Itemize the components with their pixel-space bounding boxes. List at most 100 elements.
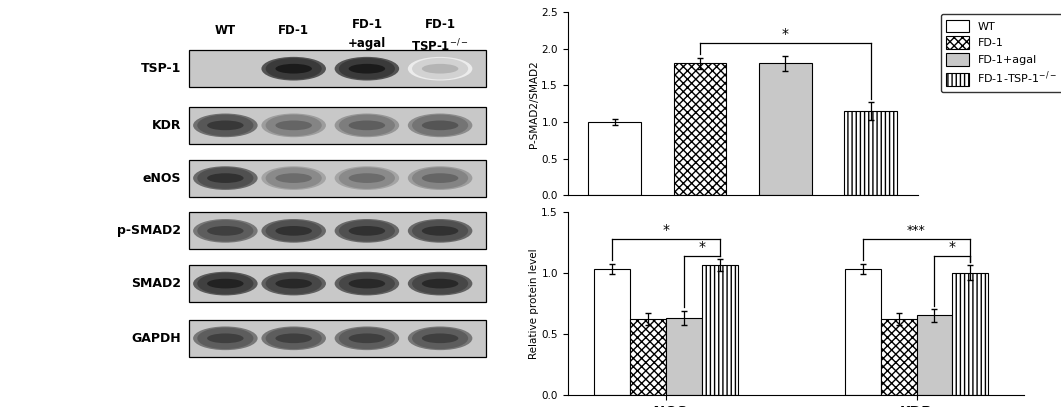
Ellipse shape [422,120,458,130]
Ellipse shape [422,279,458,289]
Ellipse shape [412,115,468,136]
Ellipse shape [276,120,312,130]
Bar [666,318,701,395]
Ellipse shape [349,120,385,130]
Bar [674,63,727,195]
Ellipse shape [207,279,244,289]
Ellipse shape [276,226,312,236]
Ellipse shape [193,326,258,350]
Ellipse shape [261,166,326,190]
Ellipse shape [197,273,254,294]
Y-axis label: P-SMAD2/SMAD2: P-SMAD2/SMAD2 [528,60,539,148]
Text: *: * [662,223,669,237]
Ellipse shape [334,326,399,350]
Bar [881,319,917,395]
Bar [953,273,988,395]
Text: FD-1: FD-1 [424,18,455,31]
Ellipse shape [407,114,472,137]
Ellipse shape [207,173,244,183]
Ellipse shape [407,57,472,81]
Ellipse shape [338,58,395,79]
FancyBboxPatch shape [189,265,486,302]
Legend: WT, FD-1, FD-1+agal, FD-1-TSP-1$^{-/-}$: WT, FD-1, FD-1+agal, FD-1-TSP-1$^{-/-}$ [941,14,1061,92]
Ellipse shape [412,220,468,242]
Text: GAPDH: GAPDH [132,332,181,345]
Ellipse shape [349,333,385,343]
Ellipse shape [193,166,258,190]
Text: p-SMAD2: p-SMAD2 [118,224,181,237]
Ellipse shape [276,64,312,74]
Bar [588,122,641,195]
Text: TSP-1$^{-/-}$: TSP-1$^{-/-}$ [412,37,469,54]
Ellipse shape [422,333,458,343]
Bar [845,111,898,195]
FancyBboxPatch shape [189,212,486,249]
Ellipse shape [338,115,395,136]
Ellipse shape [261,57,326,81]
Ellipse shape [261,326,326,350]
Text: FD-1: FD-1 [278,24,309,37]
Ellipse shape [276,173,312,183]
Ellipse shape [407,166,472,190]
Ellipse shape [197,167,254,189]
Ellipse shape [261,272,326,295]
Ellipse shape [334,114,399,137]
Text: eNOS: eNOS [143,172,181,185]
FancyBboxPatch shape [189,107,486,144]
Ellipse shape [422,226,458,236]
Bar [594,269,630,395]
Text: ***: *** [907,224,926,237]
FancyBboxPatch shape [189,160,486,197]
Ellipse shape [261,114,326,137]
Bar [759,63,812,195]
Ellipse shape [197,220,254,242]
Ellipse shape [338,328,395,349]
Ellipse shape [265,167,321,189]
Ellipse shape [265,58,321,79]
Ellipse shape [412,328,468,349]
Text: SMAD2: SMAD2 [132,277,181,290]
Ellipse shape [276,279,312,289]
Y-axis label: Relative protein level: Relative protein level [528,248,539,359]
Ellipse shape [207,333,244,343]
Ellipse shape [422,64,458,74]
Ellipse shape [412,273,468,294]
Text: +agal: +agal [348,37,386,50]
Ellipse shape [261,219,326,243]
Text: *: * [698,241,706,254]
Ellipse shape [193,114,258,137]
Bar [630,319,666,395]
Ellipse shape [265,328,321,349]
Ellipse shape [338,273,395,294]
Ellipse shape [276,333,312,343]
Ellipse shape [193,219,258,243]
Ellipse shape [412,167,468,189]
Ellipse shape [349,226,385,236]
Bar [845,269,881,395]
Text: TSP-1: TSP-1 [141,62,181,75]
Ellipse shape [407,326,472,350]
Ellipse shape [265,220,321,242]
Text: *: * [782,27,789,41]
Ellipse shape [207,120,244,130]
Ellipse shape [334,272,399,295]
Ellipse shape [349,173,385,183]
Ellipse shape [349,64,385,74]
Ellipse shape [422,173,458,183]
Ellipse shape [349,279,385,289]
Ellipse shape [197,328,254,349]
Bar [917,315,953,395]
Text: *: * [949,241,956,254]
Ellipse shape [334,57,399,81]
Text: FD-1: FD-1 [351,18,382,31]
Text: WT: WT [214,24,236,37]
Ellipse shape [407,272,472,295]
Ellipse shape [334,166,399,190]
Ellipse shape [334,219,399,243]
Ellipse shape [407,219,472,243]
Ellipse shape [193,272,258,295]
Ellipse shape [338,220,395,242]
FancyBboxPatch shape [189,320,486,357]
Ellipse shape [412,58,468,79]
Ellipse shape [207,226,244,236]
